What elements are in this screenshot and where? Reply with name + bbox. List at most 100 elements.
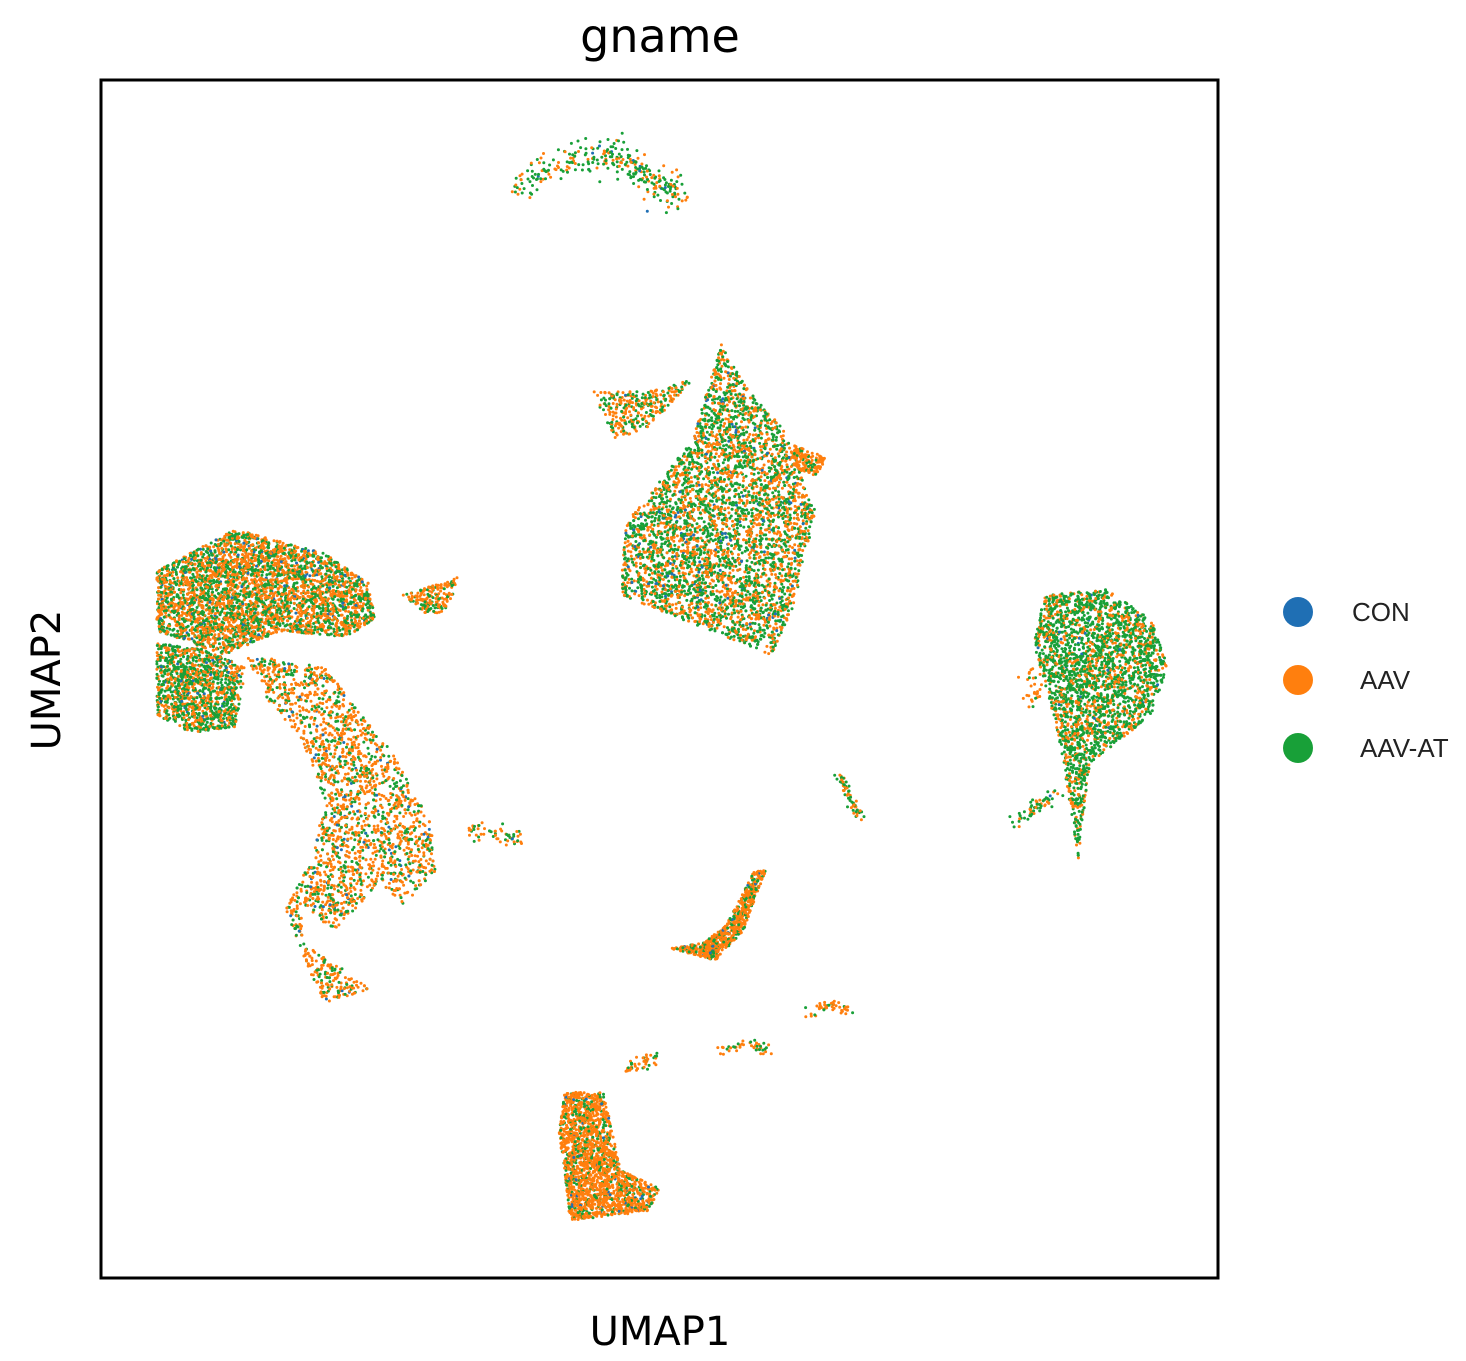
point-aav bbox=[723, 507, 727, 511]
point-aav bbox=[796, 513, 799, 517]
cluster-center-large bbox=[620, 343, 816, 656]
point-aav-at bbox=[712, 566, 716, 569]
point-aav bbox=[668, 399, 672, 403]
point-aav bbox=[763, 568, 767, 571]
point-aav bbox=[766, 550, 770, 554]
point-aav-at bbox=[729, 397, 733, 401]
point-aav bbox=[635, 527, 639, 531]
point-aav bbox=[685, 458, 689, 462]
point-aav-at bbox=[520, 182, 524, 185]
point-aav-at bbox=[616, 177, 620, 181]
point-aav bbox=[752, 593, 755, 597]
point-aav-at bbox=[606, 166, 610, 170]
point-aav bbox=[709, 549, 713, 553]
point-aav-at bbox=[625, 594, 629, 598]
point-aav bbox=[671, 569, 675, 573]
point-aav bbox=[772, 478, 776, 482]
point-aav bbox=[805, 522, 808, 526]
point-con bbox=[698, 560, 702, 564]
point-aav bbox=[740, 420, 743, 424]
point-aav-at bbox=[659, 535, 663, 539]
point-aav bbox=[769, 515, 773, 518]
point-aav-at bbox=[713, 455, 717, 459]
point-aav-at bbox=[675, 508, 679, 512]
point-aav-at bbox=[640, 584, 644, 588]
point-con bbox=[729, 538, 733, 542]
point-aav bbox=[696, 452, 700, 456]
point-aav-at bbox=[714, 603, 718, 607]
point-aav-at bbox=[622, 140, 626, 144]
point-con bbox=[742, 449, 746, 453]
point-aav-at bbox=[766, 546, 770, 550]
point-aav bbox=[748, 543, 752, 547]
point-aav-at bbox=[789, 516, 793, 520]
point-aav bbox=[710, 375, 714, 379]
point-aav-at bbox=[664, 397, 668, 401]
point-aav-at bbox=[641, 555, 645, 559]
point-aav bbox=[735, 475, 739, 479]
point-aav bbox=[763, 620, 767, 624]
point-aav-at bbox=[631, 392, 635, 396]
point-aav-at bbox=[687, 471, 691, 475]
point-aav-at bbox=[723, 448, 727, 452]
point-aav bbox=[697, 434, 701, 438]
point-aav-at bbox=[617, 139, 620, 143]
point-aav-at bbox=[719, 420, 723, 424]
point-aav bbox=[759, 488, 763, 492]
point-aav-at bbox=[640, 592, 644, 596]
point-aav bbox=[666, 509, 670, 512]
point-aav-at bbox=[606, 148, 610, 152]
point-aav-at bbox=[731, 500, 735, 504]
point-aav bbox=[577, 150, 580, 153]
point-aav bbox=[788, 599, 792, 603]
point-aav-at bbox=[738, 392, 742, 396]
point-aav bbox=[670, 390, 674, 394]
point-con bbox=[639, 515, 643, 519]
point-aav-at bbox=[634, 160, 638, 164]
point-aav-at bbox=[624, 591, 628, 595]
point-aav-at bbox=[780, 513, 784, 517]
point-aav-at bbox=[711, 539, 715, 543]
point-aav-at bbox=[612, 163, 616, 167]
point-aav bbox=[782, 555, 786, 559]
point-aav bbox=[673, 393, 677, 397]
point-aav-at bbox=[750, 511, 754, 515]
point-aav-at bbox=[763, 446, 767, 450]
point-aav-at bbox=[702, 605, 706, 609]
point-aav-at bbox=[682, 481, 686, 485]
point-aav bbox=[634, 561, 638, 565]
point-aav bbox=[726, 576, 730, 580]
point-aav-at bbox=[777, 493, 781, 497]
point-aav bbox=[757, 523, 761, 527]
point-aav-at bbox=[746, 626, 750, 630]
point-aav-at bbox=[648, 173, 652, 176]
point-aav bbox=[709, 551, 713, 555]
point-aav-at bbox=[705, 535, 709, 539]
point-con bbox=[649, 545, 653, 549]
point-aav bbox=[673, 468, 677, 472]
point-aav bbox=[747, 435, 751, 439]
point-aav-at bbox=[629, 176, 633, 180]
point-aav-at bbox=[742, 441, 746, 445]
point-aav-at bbox=[588, 169, 592, 173]
point-aav-at bbox=[750, 560, 754, 564]
point-con bbox=[655, 581, 659, 585]
point-aav-at bbox=[645, 555, 649, 559]
point-aav bbox=[698, 602, 702, 606]
point-con bbox=[706, 398, 710, 402]
point-con bbox=[775, 629, 779, 633]
point-aav-at bbox=[526, 169, 530, 173]
point-aav bbox=[659, 607, 662, 611]
point-aav bbox=[749, 483, 753, 487]
point-aav-at bbox=[676, 505, 680, 509]
point-aav bbox=[629, 413, 633, 417]
point-aav bbox=[518, 174, 522, 178]
point-aav bbox=[685, 195, 689, 199]
point-aav bbox=[721, 472, 725, 476]
point-aav-at bbox=[773, 444, 777, 448]
point-con bbox=[734, 428, 738, 432]
point-aav-at bbox=[651, 491, 655, 495]
point-aav bbox=[788, 446, 792, 450]
point-aav-at bbox=[535, 158, 539, 161]
point-aav bbox=[651, 527, 655, 531]
